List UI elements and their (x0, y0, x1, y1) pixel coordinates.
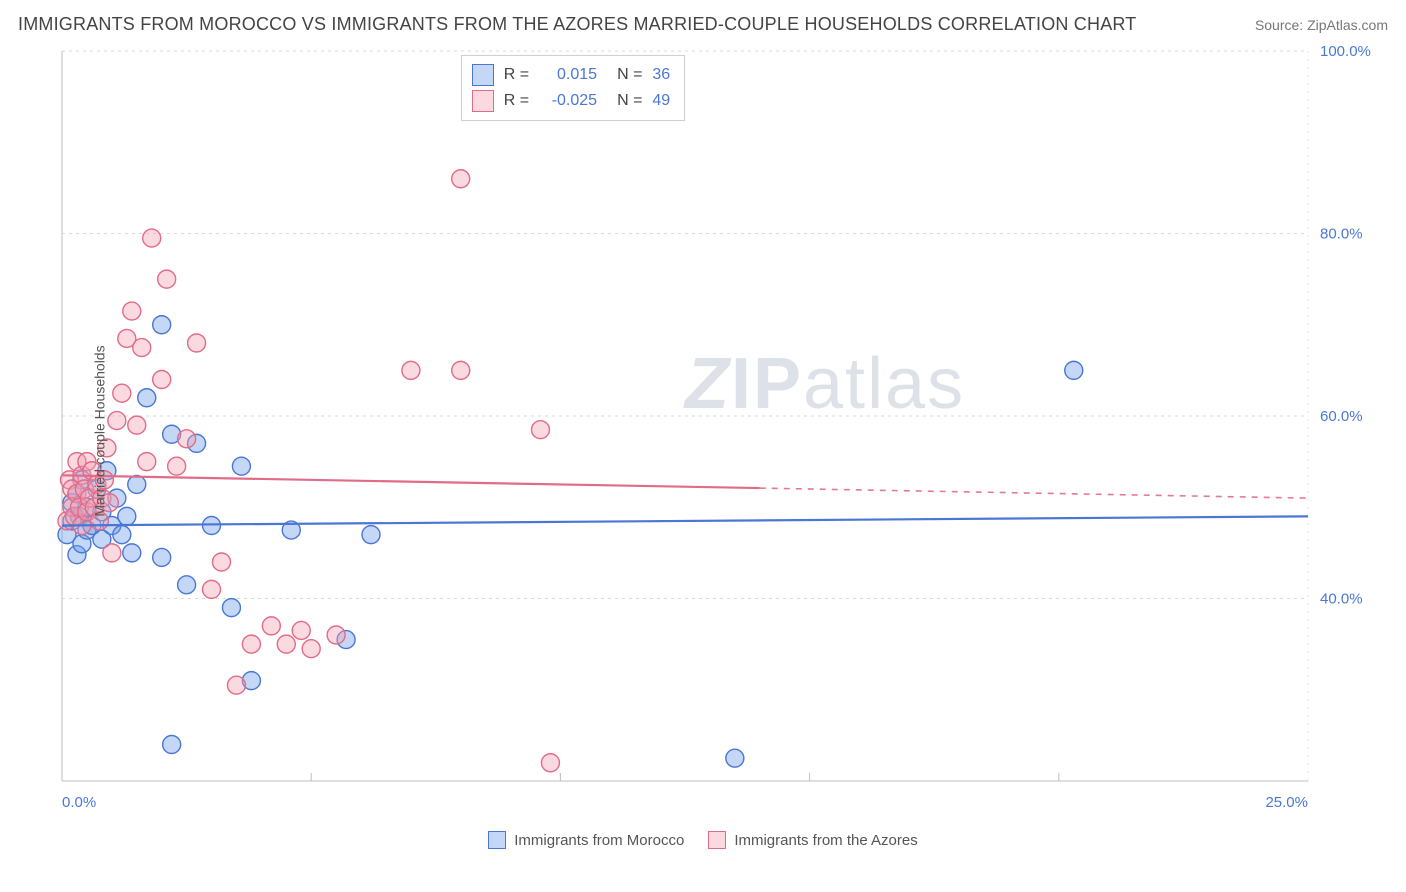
data-point (188, 334, 206, 352)
data-point (327, 626, 345, 644)
data-point (178, 430, 196, 448)
chart-title: IMMIGRANTS FROM MOROCCO VS IMMIGRANTS FR… (18, 14, 1136, 35)
legend-item: Immigrants from Morocco (488, 831, 684, 849)
y-axis-label: Married-couple Households (92, 345, 108, 516)
data-point (153, 316, 171, 334)
r-label: R = (504, 88, 529, 114)
data-point (222, 599, 240, 617)
data-point (302, 640, 320, 658)
r-value: -0.025 (539, 88, 597, 114)
source-label: Source: ZipAtlas.com (1255, 17, 1388, 33)
legend-swatch (472, 64, 494, 86)
data-point (113, 384, 131, 402)
correlation-row: R = -0.025 N = 49 (472, 88, 670, 114)
data-point (452, 361, 470, 379)
x-tick-label: 25.0% (1265, 794, 1308, 811)
scatter-plot: 40.0% 60.0% 80.0% 100.0% 0.0% 25.0% (18, 41, 1388, 821)
data-point (726, 749, 744, 767)
data-point (292, 621, 310, 639)
data-point (212, 553, 230, 571)
data-point (123, 544, 141, 562)
data-point (168, 457, 186, 475)
data-point (203, 580, 221, 598)
n-label: N = (617, 62, 642, 88)
legend-label: Immigrants from the Azores (734, 832, 917, 849)
legend-item: Immigrants from the Azores (708, 831, 917, 849)
r-label: R = (504, 62, 529, 88)
data-point (138, 453, 156, 471)
data-point (143, 229, 161, 247)
n-value: 49 (652, 88, 670, 114)
data-point (362, 526, 380, 544)
legend-label: Immigrants from Morocco (514, 832, 684, 849)
data-point (262, 617, 280, 635)
data-point (128, 475, 146, 493)
x-tick-label: 0.0% (62, 794, 96, 811)
data-point (242, 635, 260, 653)
data-point (123, 302, 141, 320)
data-point (133, 339, 151, 357)
correlation-row: R = 0.015 N = 36 (472, 62, 670, 88)
data-point (158, 270, 176, 288)
data-point (232, 457, 250, 475)
legend-swatch (488, 831, 506, 849)
legend-swatch (472, 90, 494, 112)
data-point (153, 371, 171, 389)
trend-line (62, 516, 1308, 525)
n-value: 36 (652, 62, 670, 88)
y-tick-label: 100.0% (1320, 43, 1371, 60)
data-point (118, 507, 136, 525)
y-tick-label: 40.0% (1320, 591, 1363, 608)
n-label: N = (617, 88, 642, 114)
y-tick-label: 60.0% (1320, 408, 1363, 425)
data-point (128, 416, 146, 434)
series-legend: Immigrants from Morocco Immigrants from t… (0, 821, 1406, 849)
data-point (452, 170, 470, 188)
data-point (108, 412, 126, 430)
plot-area: Married-couple Households 40.0% 60.0% 80.0… (18, 41, 1388, 821)
data-point (138, 389, 156, 407)
trend-line-extrapolated (760, 488, 1308, 498)
data-point (1065, 361, 1083, 379)
data-point (178, 576, 196, 594)
data-point (531, 421, 549, 439)
legend-swatch (708, 831, 726, 849)
r-value: 0.015 (539, 62, 597, 88)
data-point (402, 361, 420, 379)
trend-line (62, 475, 760, 488)
data-point (541, 754, 559, 772)
data-point (277, 635, 295, 653)
y-tick-label: 80.0% (1320, 226, 1363, 243)
correlation-legend: R = 0.015 N = 36 R = -0.025 N = 49 (461, 55, 685, 121)
data-point (227, 676, 245, 694)
data-point (103, 544, 121, 562)
data-point (113, 526, 131, 544)
data-point (153, 548, 171, 566)
data-point (163, 736, 181, 754)
